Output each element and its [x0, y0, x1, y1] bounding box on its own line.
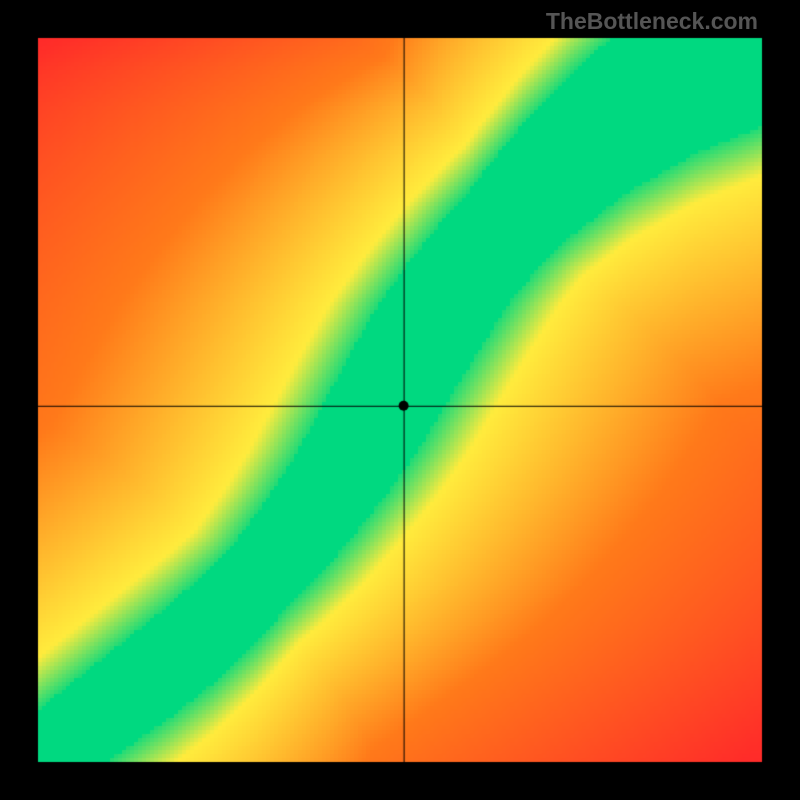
chart-frame: TheBottleneck.com [0, 0, 800, 800]
bottleneck-heatmap [0, 0, 800, 800]
watermark-text: TheBottleneck.com [546, 8, 758, 35]
